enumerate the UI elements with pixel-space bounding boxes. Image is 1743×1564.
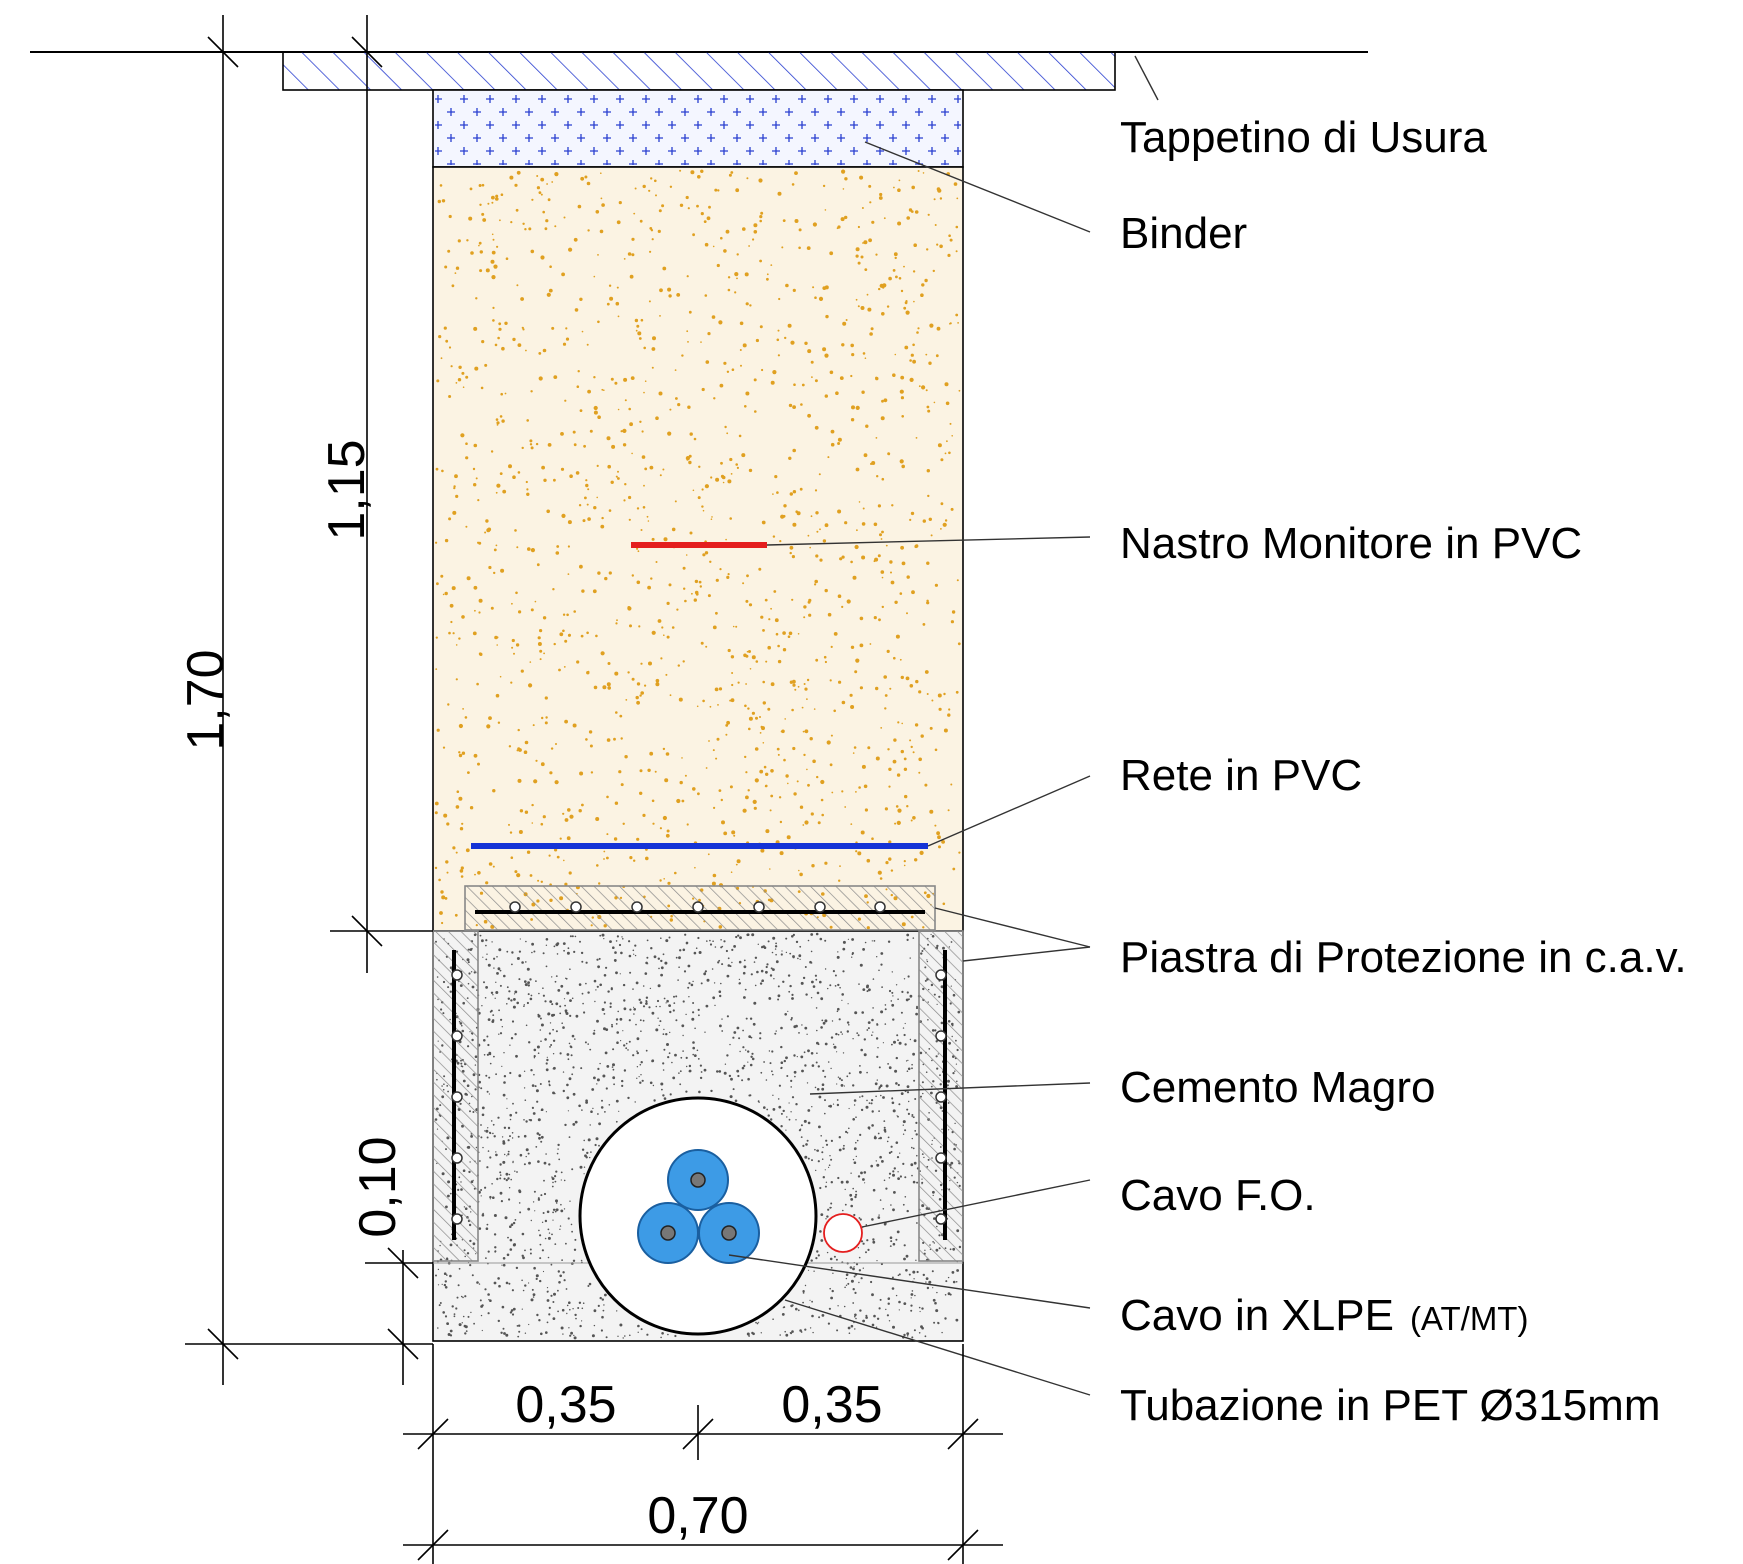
cavo-fo — [823, 1213, 863, 1253]
label-rete: Rete in PVC — [1120, 751, 1362, 800]
leader-lines — [728, 55, 1159, 1396]
label-cemento: Cemento Magro — [1120, 1063, 1435, 1112]
label-cavo-xlpe-line: Cavo in XLPE (AT/MT) — [1120, 1291, 1528, 1340]
dim-text-half-right: 0,35 — [781, 1376, 882, 1434]
label-tappetino: Tappetino di Usura — [1120, 113, 1487, 162]
dim-text-upper-depth: 1,15 — [318, 439, 376, 540]
label-cavo-fo: Cavo F.O. — [1120, 1171, 1316, 1220]
dim-text-half-left: 0,35 — [515, 1376, 616, 1434]
piastra-left — [432, 930, 479, 1262]
piastra-right — [918, 930, 964, 1262]
tappetino-layer — [282, 51, 1116, 91]
dim-vertical-bottom — [365, 1247, 433, 1385]
dim-vertical-total — [185, 15, 433, 1385]
piastra-top — [464, 885, 936, 931]
dim-text-total-depth: 1,70 — [177, 649, 235, 750]
label-tubazione: Tubazione in PET Ø315mm — [1120, 1381, 1660, 1430]
label-cavo-xlpe-suffix: (AT/MT) — [1410, 1300, 1529, 1337]
label-cavo-xlpe: Cavo in XLPE — [1120, 1291, 1394, 1340]
binder-marks — [435, 92, 961, 165]
dim-horizontal-halves — [403, 1344, 1003, 1564]
dim-horizontal-total — [403, 1529, 1003, 1561]
label-piastra: Piastra di Protezione in c.a.v. — [1120, 933, 1687, 982]
backfill-layer — [432, 166, 964, 932]
cavi-xlpe — [637, 1149, 760, 1264]
label-binder: Binder — [1120, 209, 1247, 258]
dim-text-bottom-layer: 0,10 — [349, 1136, 407, 1237]
dim-text-total-width: 0,70 — [647, 1487, 748, 1545]
tubazione-pet — [578, 1096, 818, 1336]
dim-vertical-upper — [330, 15, 433, 973]
label-nastro: Nastro Monitore in PVC — [1120, 519, 1582, 568]
